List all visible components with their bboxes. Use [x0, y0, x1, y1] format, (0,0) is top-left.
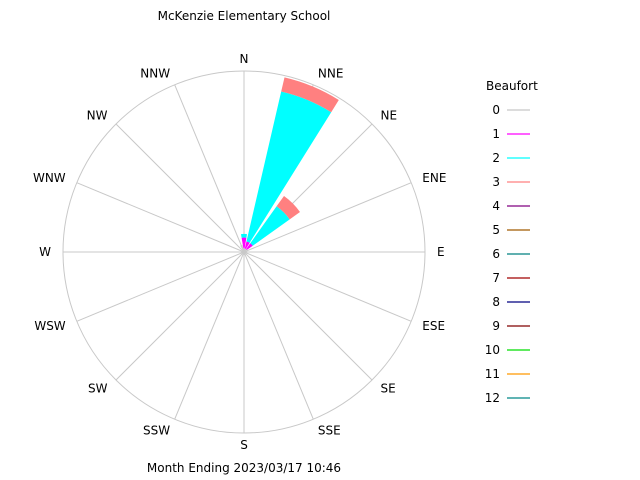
direction-label-sse: SSE	[318, 423, 341, 437]
spoke-wnw	[76, 182, 245, 253]
spoke-ene	[243, 182, 412, 253]
legend-label-11: 11	[485, 367, 500, 381]
direction-label-wnw: WNW	[33, 171, 66, 185]
spoke-wsw	[76, 251, 245, 322]
spoke-nw	[115, 123, 245, 253]
direction-label-nne: NNE	[318, 67, 344, 81]
spoke-nnw	[174, 84, 245, 253]
wedge-ne-b0	[244, 249, 247, 252]
wind-wedges	[240, 77, 339, 252]
wedge-nnw-b0	[240, 244, 244, 252]
wedge-ne-b1	[246, 243, 253, 250]
legend-label-12: 12	[485, 391, 500, 405]
wedge-nne-b3	[281, 77, 339, 113]
spoke-ssw	[174, 251, 245, 420]
direction-label-s: S	[240, 438, 248, 452]
wedge-nne-b2	[246, 91, 332, 243]
direction-label-sw: SW	[88, 382, 108, 396]
direction-label-se: SE	[381, 382, 396, 396]
direction-label-wsw: WSW	[34, 319, 65, 333]
wedge-nne-b1	[244, 241, 250, 249]
direction-labels: N NNE NE ENE E ESE SE SSE S SSW SW WSW W WNW NW NNW	[33, 52, 446, 452]
spoke-sw	[115, 251, 245, 381]
direction-label-w: W	[39, 245, 51, 259]
radial-grid	[62, 70, 426, 434]
chart-title: McKenzie Elementary School	[158, 9, 331, 23]
wedge-n-b1	[241, 237, 247, 249]
direction-label-ssw: SSW	[143, 423, 170, 437]
legend-label-7: 7	[492, 271, 500, 285]
wedge-nne-b0	[244, 248, 246, 252]
direction-label-nw: NW	[87, 109, 108, 123]
legend-label-1: 1	[492, 127, 500, 141]
legend-label-4: 4	[492, 199, 500, 213]
wedge-n-b0	[243, 248, 245, 252]
legend-label-0: 0	[492, 103, 500, 117]
chart-footer: Month Ending 2023/03/17 10:46	[147, 461, 341, 475]
direction-label-ese: ESE	[422, 319, 445, 333]
legend-label-3: 3	[492, 175, 500, 189]
spoke-sse	[243, 251, 314, 420]
legend-label-10: 10	[485, 343, 500, 357]
legend-title: Beaufort	[486, 79, 538, 93]
legend-label-5: 5	[492, 223, 500, 237]
direction-label-ne: NE	[381, 109, 398, 123]
legend-label-8: 8	[492, 295, 500, 309]
legend-label-9: 9	[492, 319, 500, 333]
direction-label-ene: ENE	[422, 171, 446, 185]
spoke-se	[243, 251, 373, 381]
wedge-n-b2	[241, 233, 247, 238]
wedge-ne-b2	[250, 206, 290, 246]
spoke-ese	[243, 251, 412, 322]
direction-label-e: E	[437, 245, 445, 259]
legend-label-6: 6	[492, 247, 500, 261]
wedge-ne-b3	[276, 196, 300, 220]
direction-label-n: N	[240, 52, 249, 66]
direction-label-nnw: NNW	[140, 67, 170, 81]
legend-label-2: 2	[492, 151, 500, 165]
